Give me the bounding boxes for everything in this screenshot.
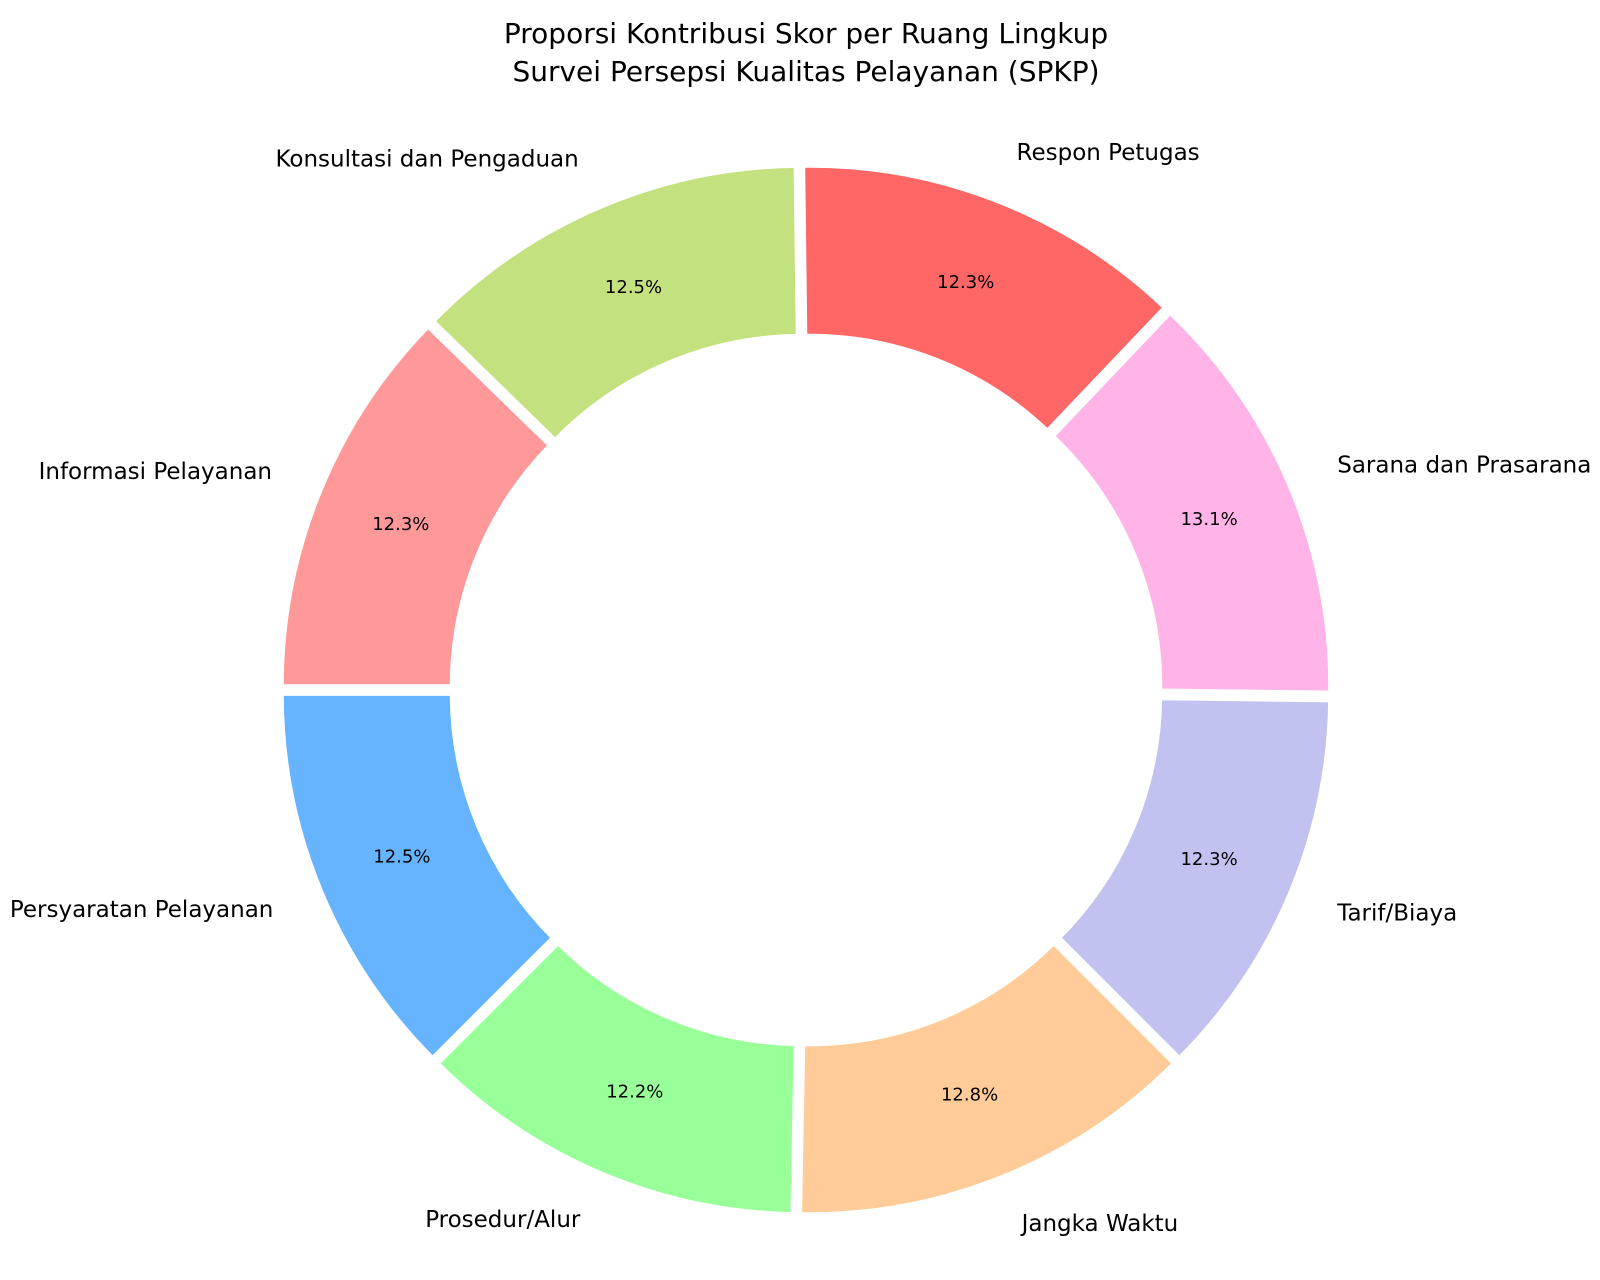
chart-title: Proporsi Kontribusi Skor per Ruang Lingk… <box>504 17 1108 50</box>
category-label: Sarana dan Prasarana <box>1337 453 1591 479</box>
category-label: Informasi Pelayanan <box>39 459 272 485</box>
value-label: 12.8% <box>941 1085 998 1106</box>
category-label: Jangka Waktu <box>1020 1211 1179 1237</box>
category-label: Respon Petugas <box>1017 140 1200 166</box>
slice <box>279 691 556 1061</box>
value-label: 12.3% <box>937 272 994 293</box>
value-label: 12.5% <box>605 277 662 298</box>
category-label: Prosedur/Alur <box>425 1207 581 1233</box>
chart-subtitle: Survei Persepsi Kualitas Pelayanan (SPKP… <box>512 55 1099 88</box>
slice <box>430 163 800 443</box>
slice <box>801 163 1168 434</box>
category-label: Konsultasi dan Pengaduan <box>275 147 578 173</box>
category-label: Tarif/Biaya <box>1336 900 1457 926</box>
value-label: 12.3% <box>372 514 429 535</box>
slice <box>797 940 1177 1217</box>
slice <box>279 323 553 689</box>
value-label: 12.2% <box>606 1082 663 1103</box>
slice <box>435 940 798 1217</box>
value-label: 12.3% <box>1180 849 1237 870</box>
category-label: Persyaratan Pelayanan <box>10 897 274 923</box>
slice <box>1050 310 1333 695</box>
value-label: 12.5% <box>373 846 430 867</box>
slice <box>1056 696 1333 1061</box>
value-label: 13.1% <box>1180 509 1237 530</box>
